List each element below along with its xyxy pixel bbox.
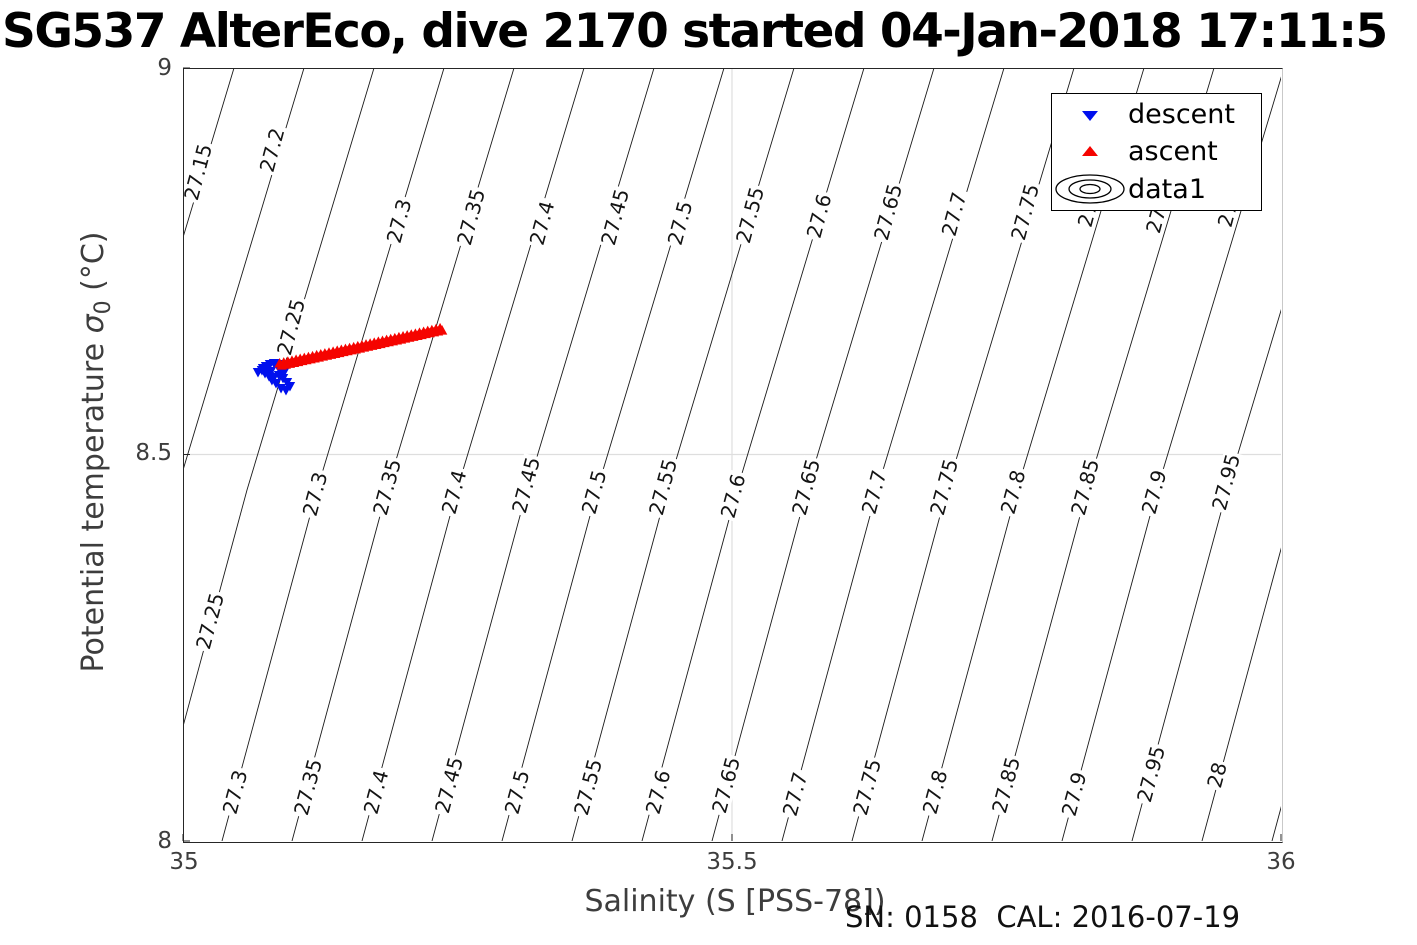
y-tick-label: 8.5 <box>135 440 172 466</box>
y-tick-label: 9 <box>157 55 172 81</box>
sn-cal-note: SN: 0158 CAL: 2016-07-19 <box>845 900 1241 934</box>
legend-item-descent: descent <box>1052 96 1261 133</box>
y-tick-label: 8 <box>157 828 172 854</box>
contour-line-27.2 <box>183 68 305 472</box>
descent-marker <box>266 375 278 386</box>
chart-title: SG537 AlterEco, dive 2170 started 04-Jan… <box>2 4 1388 59</box>
legend: descent ascent data1 <box>1051 93 1262 211</box>
descent-marker <box>278 368 290 378</box>
contour-line-28 <box>1201 547 1281 841</box>
x-axis-label: Salinity (S [PSS-78]) <box>584 884 886 919</box>
legend-label: ascent <box>1128 136 1218 168</box>
ascent-marker <box>436 325 448 335</box>
legend-item-data1: data1 <box>1052 171 1261 208</box>
legend-label: descent <box>1128 99 1235 131</box>
contour-rings-icon <box>1052 173 1128 205</box>
x-tick-label: 36 <box>1266 849 1296 875</box>
descent-marker <box>275 384 287 394</box>
triangle-up-icon <box>1052 143 1128 161</box>
contour-line-27.15 <box>183 68 235 240</box>
legend-item-ascent: ascent <box>1052 133 1261 170</box>
x-tick-label: 35.5 <box>706 849 758 875</box>
legend-label: data1 <box>1128 173 1206 205</box>
triangle-down-icon <box>1052 106 1128 124</box>
x-tick-label: 35 <box>169 849 199 875</box>
